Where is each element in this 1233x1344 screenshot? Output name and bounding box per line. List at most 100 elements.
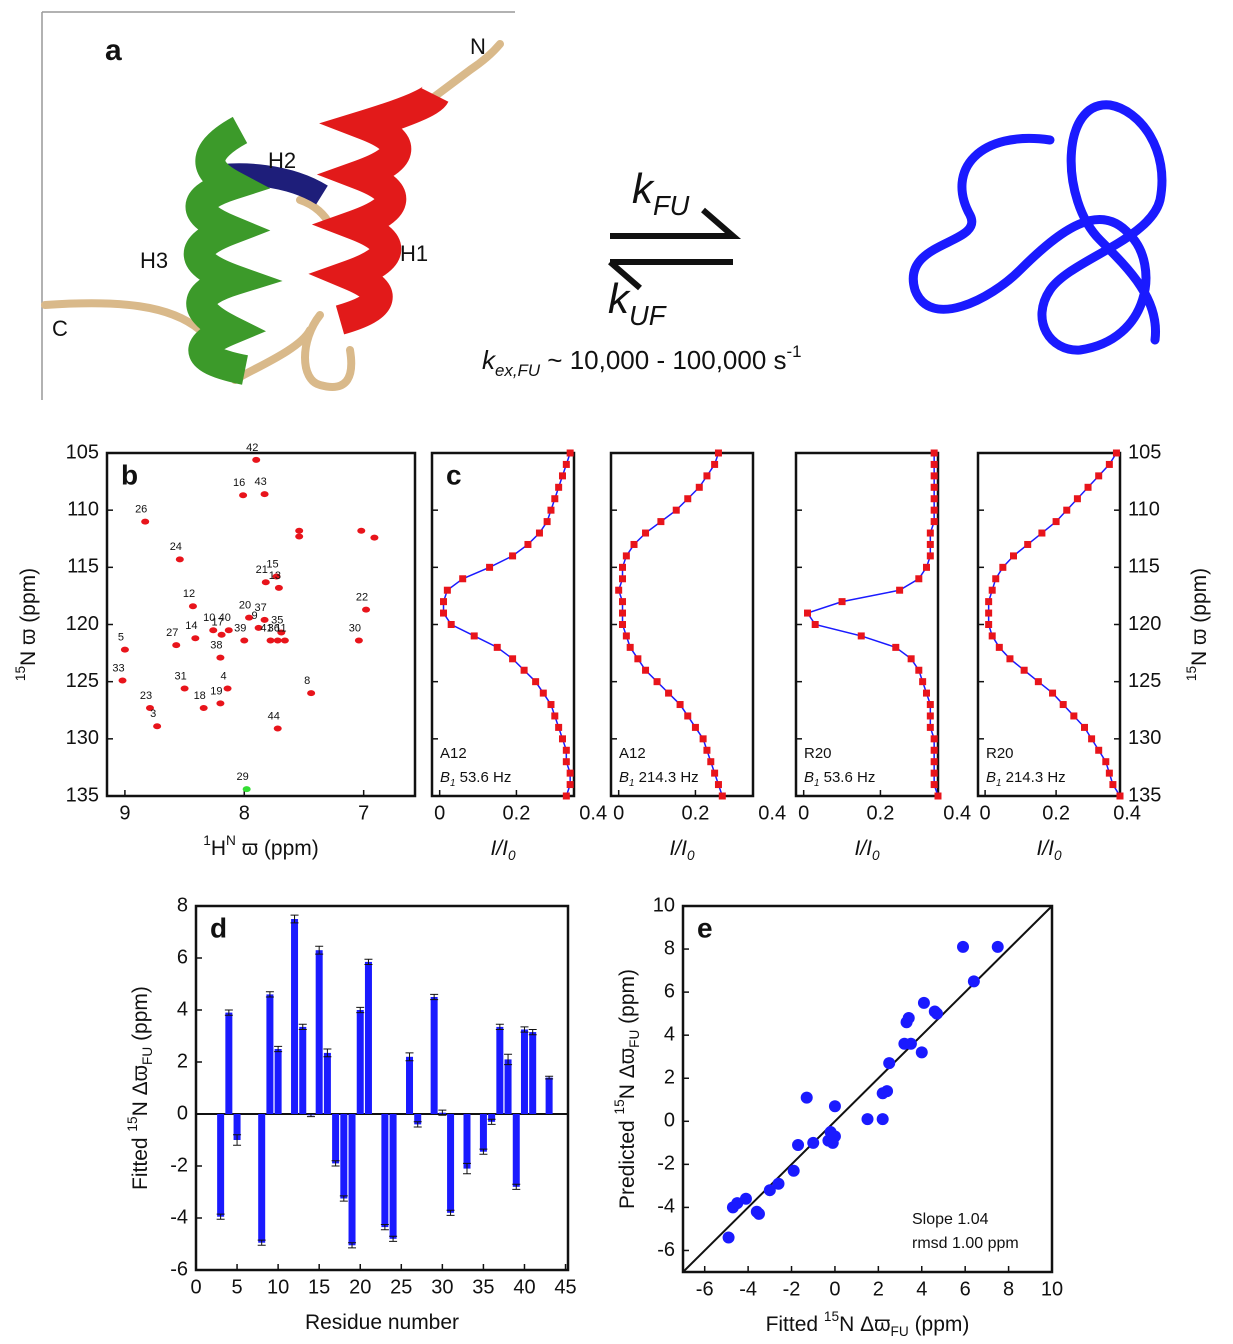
point (752, 1207, 765, 1220)
x-tick-label: -6 (696, 1278, 714, 1300)
point (861, 1113, 874, 1126)
point (930, 1007, 943, 1020)
peak-label: 3 (150, 708, 156, 720)
x-tick-label: 0.2 (867, 802, 895, 824)
label-part: FU (140, 1047, 155, 1065)
label-part: k (632, 165, 655, 212)
label-part: (ppm) (909, 1313, 970, 1336)
label-part: -1 (787, 342, 802, 361)
label-part: (ppm) (129, 986, 152, 1047)
label-part: Residue number (305, 1311, 459, 1334)
data-point (562, 746, 570, 754)
data-point (922, 689, 930, 697)
point (739, 1192, 752, 1205)
data-point (703, 746, 711, 754)
data-point (657, 518, 665, 526)
point (763, 1184, 776, 1197)
peak-label: 23 (140, 690, 152, 702)
data-point (447, 621, 455, 628)
error-bar (290, 914, 299, 924)
label-part: 0 (1054, 848, 1062, 863)
peak-label: 40 (219, 612, 231, 624)
error-bar (331, 1160, 340, 1167)
data-point (907, 655, 915, 663)
panel-a: a N C H1 H2 H3 kFU kUF kex,FU ~ 10,000 -… (41, 11, 1167, 400)
equilibrium-arrows (608, 207, 742, 291)
label-part: k (608, 275, 631, 322)
data-point (930, 781, 938, 789)
error-bar (356, 1006, 365, 1014)
y-tick-label: -4 (170, 1206, 188, 1228)
peak (118, 677, 127, 684)
y-tick-label: 110 (67, 498, 99, 520)
data-point (1024, 540, 1032, 548)
bar (323, 1052, 331, 1114)
point (772, 1177, 785, 1190)
bar (266, 994, 274, 1114)
data-point (985, 621, 993, 628)
x-tick-label: 8 (239, 802, 250, 824)
label-part: 15 (1184, 666, 1199, 682)
label-part: 53.6 Hz (819, 769, 875, 786)
x-tick-label: 35 (472, 1276, 494, 1298)
data-point (804, 609, 812, 617)
bar (291, 919, 299, 1114)
label-part: 15 (13, 666, 28, 682)
y-tick-label: 120 (66, 613, 99, 635)
label-part: k (482, 345, 497, 375)
x-tick-label: 0.2 (682, 802, 710, 824)
data-point (915, 666, 923, 674)
data-point (558, 735, 566, 743)
data-point (1049, 689, 1057, 697)
peak-label: 11 (275, 622, 286, 634)
x-tick-label: 15 (308, 1276, 330, 1298)
data-point (619, 575, 627, 583)
bar (520, 1029, 528, 1114)
x-tick-label: 6 (960, 1278, 971, 1300)
error-bar (298, 1023, 307, 1030)
helix-h3 (183, 116, 283, 385)
data-point (551, 495, 559, 503)
label-part: B (986, 769, 996, 786)
peak-label: 41 (260, 622, 272, 634)
curve-label: A12 (619, 745, 646, 762)
label-part: N ϖ (ppm) (1188, 568, 1211, 666)
data-point (992, 575, 1000, 583)
data-point (619, 563, 627, 571)
data-point (443, 586, 451, 594)
label-part: ex,FU (495, 361, 541, 380)
y-tick-label: 4 (177, 998, 188, 1020)
label-part: N ϖ (ppm) (17, 568, 40, 666)
peak (199, 704, 208, 711)
error-bar (257, 1239, 266, 1246)
data-point (714, 449, 722, 457)
data-point (934, 792, 942, 800)
error-bar (430, 993, 439, 1001)
data-point (440, 598, 448, 606)
data-point (562, 758, 570, 766)
label-part: N (226, 833, 236, 848)
bar (488, 1114, 496, 1122)
unfolded-chain (908, 100, 1167, 355)
x-axis-label: Residue number (305, 1311, 459, 1334)
peak-label: 4 (221, 670, 227, 682)
bar (447, 1114, 455, 1213)
data-point (1070, 712, 1078, 720)
y-axis-label: 15N ϖ (ppm) (13, 568, 39, 681)
y-tick-label: -6 (170, 1258, 188, 1280)
data-point (619, 598, 627, 606)
y-tick-label: 110 (1128, 498, 1160, 520)
data-point (838, 598, 846, 606)
bar (479, 1114, 487, 1152)
data-point (509, 655, 517, 663)
x-axis-label: I/I0 (1036, 837, 1062, 864)
loop (41, 40, 504, 391)
bar (512, 1114, 520, 1187)
panel-letter: a (105, 34, 122, 67)
x-tick-label: 30 (431, 1276, 453, 1298)
x-tick-label: 25 (390, 1276, 412, 1298)
error-bar (274, 1045, 283, 1053)
point (957, 940, 970, 953)
peak (354, 637, 363, 644)
